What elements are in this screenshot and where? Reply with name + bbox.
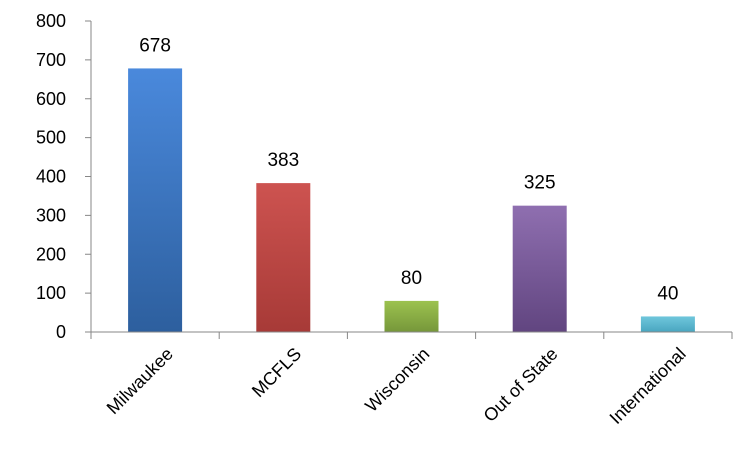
bar-wisconsin (385, 301, 439, 332)
data-label: 383 (267, 150, 299, 171)
bar-milwaukee (128, 68, 182, 332)
category-label: MCFLS (248, 344, 305, 401)
category-label: Milwaukee (103, 344, 177, 418)
y-tick-label: 200 (36, 244, 66, 264)
bar-out-of-state (513, 206, 567, 332)
y-tick-label: 600 (36, 89, 66, 109)
y-tick-label: 500 (36, 128, 66, 148)
y-tick-label: 300 (36, 205, 66, 225)
y-tick-label: 400 (36, 167, 66, 187)
category-label: Wisconsin (361, 344, 433, 416)
bar-international (641, 316, 695, 332)
data-label: 325 (524, 173, 556, 194)
y-tick-label: 800 (36, 11, 66, 31)
y-tick-label: 700 (36, 50, 66, 70)
bars-layer (128, 68, 695, 332)
y-tick-label: 100 (36, 283, 66, 303)
data-label: 40 (657, 283, 678, 304)
category-label: Out of State (480, 344, 562, 426)
data-label: 678 (139, 35, 171, 56)
category-label: International (606, 344, 690, 428)
data-label: 80 (401, 268, 422, 289)
bar-mcfls (256, 183, 310, 332)
y-tick-label: 0 (56, 322, 66, 342)
